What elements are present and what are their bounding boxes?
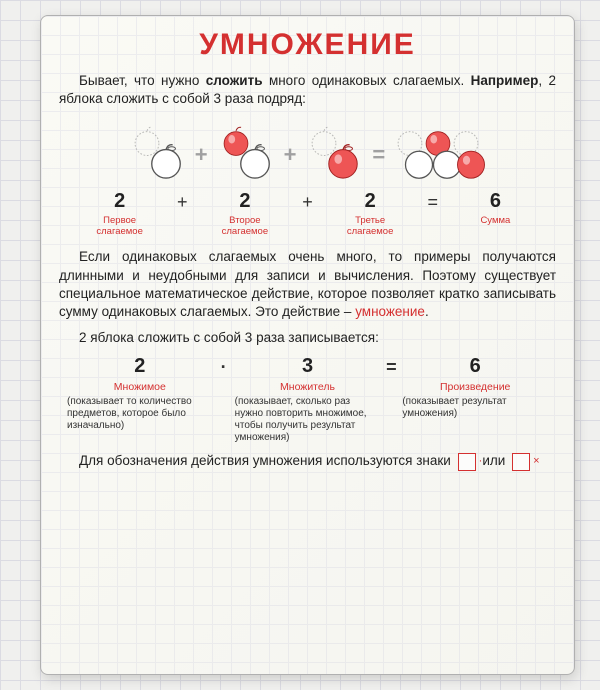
sum-label: Сумма — [441, 216, 550, 227]
mult-value: 3 — [235, 355, 381, 378]
addend-3: 2 Третье слагаемое — [316, 190, 425, 238]
mult-label: Произведение — [402, 381, 548, 393]
apple-illustration-row: + + — [59, 116, 556, 186]
apple-outline-icon — [236, 142, 274, 180]
product: 6 Произведение (показывает результат умн… — [398, 355, 552, 420]
addend-value: 2 — [65, 190, 174, 213]
addend-1: 2 Первое слагаемое — [65, 190, 174, 238]
plus-icon: + — [282, 142, 299, 168]
apple-group-3 — [304, 124, 364, 179]
equals-sign: = — [384, 355, 398, 378]
mult-description: (показывает, сколько раз нужно повторить… — [235, 396, 381, 444]
addend-2: 2 Второе слагаемое — [190, 190, 299, 238]
mult-description: (показывает результат умножения) — [402, 396, 548, 420]
addend-label: Первое слагаемое — [65, 216, 174, 238]
apple-red-icon — [324, 142, 362, 180]
multiplicand: 2 Множимое (показывает то количество пре… — [63, 355, 217, 432]
mult-value: 2 — [67, 355, 213, 378]
page-title: УМНОЖЕНИЕ — [59, 28, 556, 62]
mult-description: (показывает то количество предметов, кот… — [67, 396, 213, 432]
addend-label: Третье слагаемое — [316, 216, 425, 238]
apple-red-icon — [453, 144, 489, 180]
mult-label: Множимое — [67, 381, 213, 393]
explanation-paragraph: Если одинаковых слагаемых очень много, т… — [59, 248, 556, 321]
example-lead-in: 2 яблока сложить с собой 3 раза записыва… — [59, 329, 556, 347]
mult-label: Множитель — [235, 381, 381, 393]
multiplication-row: 2 Множимое (показывает то количество пре… — [63, 355, 552, 444]
dot-sign-box: · — [458, 453, 476, 471]
sum: 6 Сумма — [441, 190, 550, 227]
dot-sign: · — [217, 355, 231, 378]
addend-value: 2 — [190, 190, 299, 213]
equals-icon: = — [370, 142, 387, 168]
page-card: УМНОЖЕНИЕ Бывает, что нужно сложить мног… — [40, 15, 575, 675]
intro-text: Бывает, что нужно сложить много одинаков… — [59, 72, 556, 108]
multiplier: 3 Множитель (показывает, сколько раз нуж… — [231, 355, 385, 444]
sum-value: 6 — [441, 190, 550, 213]
apple-group-1 — [127, 124, 187, 179]
apple-group-result — [393, 124, 488, 179]
equals-sign: = — [425, 190, 441, 213]
plus-sign: + — [174, 190, 190, 213]
footer-text: Для обозначения действия умножения испол… — [59, 452, 556, 470]
plus-sign: + — [300, 190, 316, 213]
addend-value: 2 — [316, 190, 425, 213]
plus-icon: + — [193, 142, 210, 168]
addition-row: 2 Первое слагаемое + 2 Второе слагаемое … — [65, 190, 550, 238]
x-sign-box: × — [512, 453, 530, 471]
addend-label: Второе слагаемое — [190, 216, 299, 238]
apple-outline-icon — [147, 142, 185, 180]
mult-value: 6 — [402, 355, 548, 378]
apple-group-2 — [216, 124, 276, 179]
